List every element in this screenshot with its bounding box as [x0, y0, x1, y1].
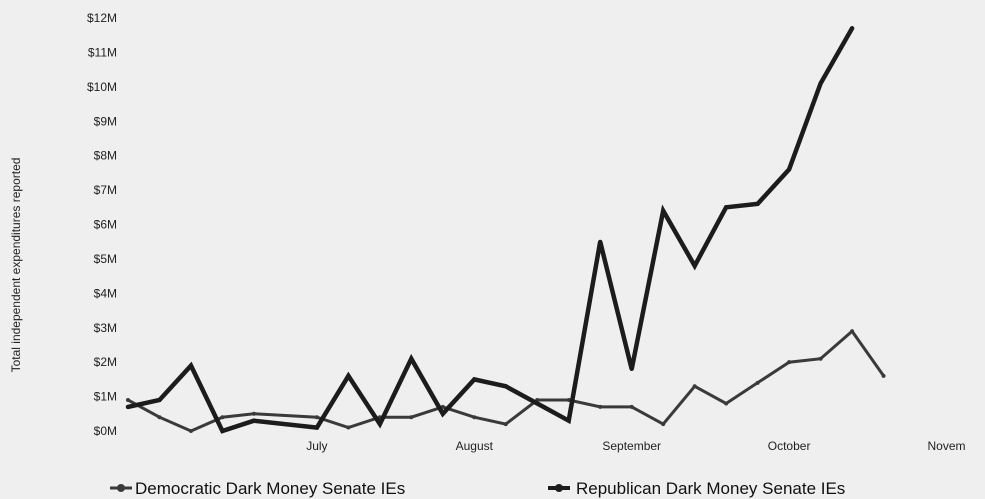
- data-point: [251, 411, 256, 416]
- data-point: [566, 398, 571, 403]
- data-point: [850, 26, 855, 31]
- y-tick-label: $11M: [88, 45, 117, 59]
- y-tick-label: $7M: [94, 183, 117, 197]
- y-tick-label: $0M: [94, 424, 117, 438]
- y-tick-label: $3M: [94, 321, 117, 335]
- data-point: [661, 422, 666, 427]
- data-point: [472, 377, 477, 382]
- x-tick-label: October: [768, 439, 811, 453]
- y-axis-label: Total independent expenditures reported: [9, 158, 23, 373]
- data-point: [188, 429, 193, 433]
- data-point: [755, 201, 760, 206]
- data-point: [126, 404, 130, 409]
- y-tick-label: $8M: [94, 149, 117, 163]
- y-tick-label: $1M: [94, 390, 117, 404]
- data-point: [724, 205, 729, 210]
- data-point: [503, 422, 508, 427]
- data-point: [472, 415, 477, 420]
- x-tick-label: August: [456, 439, 494, 453]
- series-lines: [125, 26, 886, 434]
- y-tick-label: $5M: [94, 252, 117, 266]
- x-tick-label: September: [602, 439, 661, 453]
- legend: Democratic Dark Money Senate IEs Republic…: [110, 479, 845, 498]
- y-tick-label: $4M: [94, 286, 117, 300]
- legend-swatch-marker: [117, 484, 125, 492]
- data-point: [346, 425, 351, 430]
- data-point: [440, 411, 445, 416]
- data-point: [346, 373, 351, 378]
- data-point: [566, 418, 571, 423]
- data-point: [126, 398, 130, 403]
- data-point: [629, 367, 634, 372]
- data-point: [692, 263, 697, 268]
- data-point: [220, 415, 225, 420]
- legend-swatch-marker: [555, 484, 563, 492]
- data-point: [377, 422, 382, 427]
- data-point: [409, 415, 414, 420]
- data-point: [818, 356, 823, 361]
- data-point: [661, 208, 666, 213]
- x-tick-label: July: [306, 439, 327, 453]
- data-point: [787, 360, 792, 365]
- y-tick-label: $6M: [94, 218, 117, 232]
- data-point: [850, 329, 855, 334]
- data-point: [787, 167, 792, 172]
- data-point: [409, 356, 414, 361]
- data-point: [314, 415, 319, 420]
- legend-label: Democratic Dark Money Senate IEs: [135, 479, 405, 498]
- data-point: [503, 384, 508, 389]
- data-point: [881, 373, 886, 378]
- data-point: [724, 401, 729, 406]
- x-axis-ticks: July August September October Novem: [306, 439, 965, 453]
- data-point: [598, 239, 603, 244]
- data-point: [598, 404, 603, 409]
- y-axis-ticks: $0M $1M $2M $3M $4M $5M $6M $7M $8M $9M $10M $11M $1…: [87, 11, 117, 438]
- y-tick-label: $10M: [87, 80, 117, 94]
- series-line: [126, 328, 886, 433]
- data-point: [251, 418, 256, 423]
- series-line: [125, 26, 855, 434]
- y-tick-label: $2M: [94, 355, 117, 369]
- data-point: [314, 425, 319, 430]
- data-point: [629, 404, 634, 409]
- data-point: [692, 384, 697, 389]
- x-tick-label: Novem: [928, 439, 966, 453]
- y-tick-label: $9M: [94, 114, 117, 128]
- data-point: [157, 415, 162, 420]
- data-point: [535, 401, 540, 406]
- data-point: [157, 398, 162, 403]
- data-point: [818, 81, 823, 86]
- data-point: [755, 380, 760, 385]
- data-point: [220, 429, 225, 433]
- legend-label: Republican Dark Money Senate IEs: [576, 479, 845, 498]
- y-tick-label: $12M: [87, 11, 117, 25]
- data-point: [188, 363, 193, 368]
